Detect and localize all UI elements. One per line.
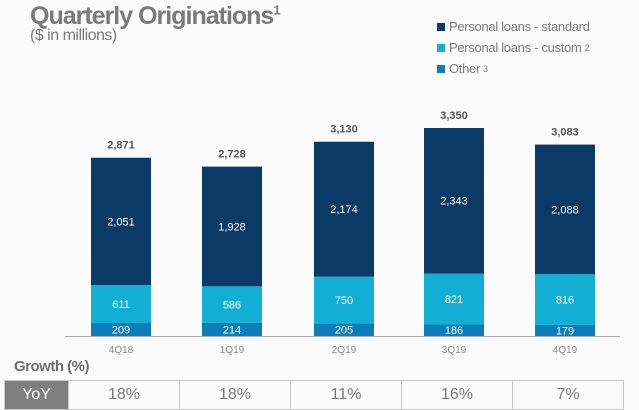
x-tick-label: 3Q19 [442, 345, 467, 356]
bar-segment [314, 276, 374, 324]
yoy-label: YoY [4, 380, 69, 410]
data-label: 179 [556, 325, 574, 337]
total-label: 3,350 [440, 110, 468, 122]
data-label: 214 [223, 324, 241, 336]
bar-segment [424, 273, 484, 325]
legend-item-standard: Personal loans - standard [437, 16, 593, 37]
data-label: 1,928 [218, 221, 246, 233]
legend-item-custom: Personal loans - custom 2 [437, 37, 593, 58]
data-label: 2,051 [107, 216, 135, 228]
data-label: 586 [223, 300, 241, 312]
bar-segment [424, 128, 484, 274]
yoy-value: 16% [401, 380, 513, 410]
data-label: 205 [335, 325, 353, 337]
legend-swatch [437, 22, 445, 31]
growth-table: YoY 18% 18% 11% 16% 7% [4, 380, 624, 410]
bar-segment [314, 323, 374, 336]
bar-segment [91, 157, 151, 286]
bar-segment [202, 166, 262, 287]
data-label: 750 [335, 295, 353, 307]
legend-swatch [437, 43, 445, 52]
total-label: 2,871 [107, 140, 135, 152]
data-label: 209 [112, 325, 130, 337]
bar-segment [535, 324, 595, 336]
yoy-value: 18% [68, 380, 180, 410]
total-label: 3,130 [330, 124, 358, 136]
data-label: 816 [556, 295, 574, 307]
yoy-value: 18% [179, 380, 291, 410]
total-label: 3,083 [551, 127, 579, 139]
bar-segment [535, 144, 595, 275]
data-label: 611 [112, 299, 130, 311]
data-label: 821 [445, 294, 463, 306]
x-tick-label: 4Q18 [109, 345, 134, 356]
bar-segment [91, 323, 151, 336]
legend-item-other: Other 3 [437, 58, 593, 79]
legend-swatch [437, 64, 445, 73]
data-label: 186 [445, 325, 463, 337]
bar-segment [535, 274, 595, 325]
total-label: 2,728 [218, 149, 246, 161]
chart-title: Quarterly Originations1 [30, 2, 281, 30]
data-label: 2,088 [551, 204, 579, 216]
bar-chart: 209 611 2,051 2,871 4Q18 214 586 1,928 2,728 1Q19… [65, 110, 620, 356]
legend: Personal loans - standard Personal loans… [437, 16, 593, 79]
yoy-value: 7% [512, 380, 624, 410]
x-tick-label: 2Q19 [332, 345, 357, 356]
bar-segment [202, 286, 262, 323]
x-tick-label: 4Q19 [553, 345, 578, 356]
x-tick-label: 1Q19 [220, 345, 245, 356]
growth-title: Growth (%) [14, 358, 90, 375]
bar-segment [424, 324, 484, 336]
bar-segment [91, 285, 151, 324]
yoy-value: 11% [290, 380, 402, 410]
chart-subtitle: ($ in millions) [30, 27, 117, 44]
bar-segment [314, 141, 374, 277]
data-label: 2,174 [330, 204, 358, 216]
bar-segment [202, 322, 262, 336]
data-label: 2,343 [440, 196, 468, 208]
